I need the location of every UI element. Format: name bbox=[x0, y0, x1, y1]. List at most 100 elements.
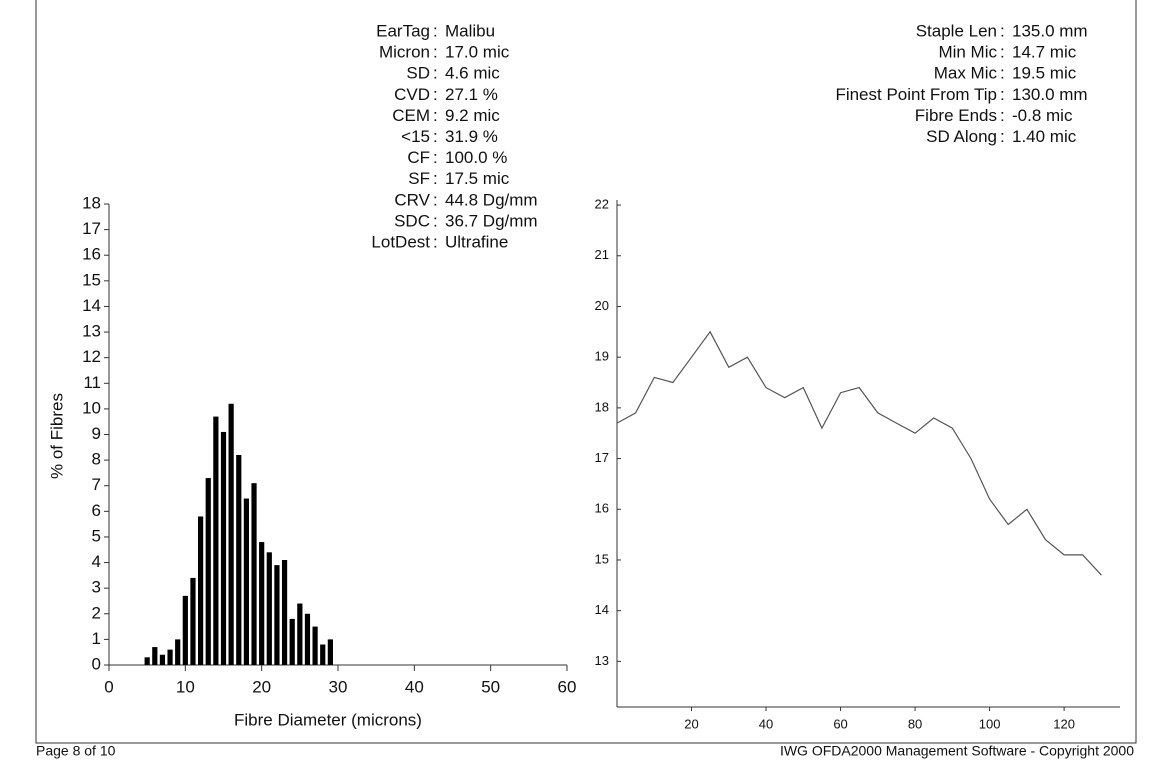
bar bbox=[281, 559, 288, 665]
y-tick-label: 17 bbox=[82, 219, 101, 238]
stat-colon: : bbox=[1000, 127, 1005, 146]
y-tick-label: 13 bbox=[82, 322, 101, 341]
x-tick-label: 10 bbox=[176, 677, 195, 696]
bar bbox=[266, 552, 272, 665]
stat-colon: : bbox=[1000, 64, 1005, 83]
y-tick-label: 5 bbox=[92, 526, 101, 545]
stat-label: Fibre Ends bbox=[915, 106, 997, 125]
bar bbox=[259, 542, 265, 665]
stat-label: Micron bbox=[379, 43, 430, 62]
y-tick-label: 0 bbox=[92, 654, 101, 673]
stat-colon: : bbox=[1000, 43, 1005, 62]
stat-colon: : bbox=[1000, 85, 1005, 104]
y-tick-label: 19 bbox=[595, 349, 609, 364]
y-tick-label: 1 bbox=[92, 629, 101, 648]
y-tick-label: 6 bbox=[92, 501, 101, 520]
y-tick-label: 15 bbox=[595, 551, 609, 566]
y-tick-label: 10 bbox=[82, 398, 101, 417]
stat-label: SF bbox=[408, 169, 430, 188]
stat-label: Staple Len bbox=[916, 21, 997, 40]
stat-value: 27.1 % bbox=[445, 85, 498, 104]
stat-label: CF bbox=[407, 148, 430, 167]
bar bbox=[152, 647, 158, 665]
bar bbox=[167, 649, 173, 665]
stat-colon: : bbox=[433, 211, 438, 230]
stat-colon: : bbox=[1000, 21, 1005, 40]
bar bbox=[182, 595, 188, 665]
stat-label: SDC bbox=[394, 211, 430, 230]
stat-value: Malibu bbox=[445, 21, 495, 40]
stat-value: 135.0 mm bbox=[1012, 21, 1088, 40]
bar bbox=[228, 403, 234, 665]
page-border bbox=[35, 0, 1137, 744]
bar bbox=[175, 639, 181, 665]
stat-colon: : bbox=[433, 127, 438, 146]
bar bbox=[297, 603, 303, 665]
bar bbox=[243, 498, 249, 665]
y-tick-label: 12 bbox=[82, 347, 101, 366]
bar bbox=[320, 644, 326, 665]
y-tick-label: 20 bbox=[595, 298, 609, 313]
y-tick-label: 14 bbox=[595, 602, 609, 617]
bar bbox=[198, 516, 204, 665]
bar bbox=[213, 416, 219, 665]
bar bbox=[274, 565, 280, 665]
x-tick-label: 20 bbox=[684, 716, 698, 731]
stat-label: LotDest bbox=[371, 232, 430, 251]
y-tick-label: 7 bbox=[92, 475, 101, 494]
stat-label: CEM bbox=[392, 106, 430, 125]
x-tick-label: 20 bbox=[252, 677, 271, 696]
y-tick-label: 16 bbox=[82, 245, 101, 264]
stat-value: 130.0 mm bbox=[1012, 85, 1088, 104]
y-tick-label: 3 bbox=[92, 578, 101, 597]
stat-label: Finest Point From Tip bbox=[835, 85, 997, 104]
stat-value: 17.0 mic bbox=[445, 43, 510, 62]
stat-colon: : bbox=[433, 232, 438, 251]
y-tick-label: 4 bbox=[92, 552, 101, 571]
bar bbox=[312, 626, 318, 665]
y-tick-label: 13 bbox=[595, 653, 609, 668]
x-tick-label: 50 bbox=[481, 677, 500, 696]
data-line bbox=[616, 330, 1102, 576]
y-tick-label: 17 bbox=[595, 450, 609, 465]
stat-colon: : bbox=[433, 106, 438, 125]
stat-colon: : bbox=[433, 148, 438, 167]
page-number: Page 8 of 10 bbox=[36, 743, 116, 759]
stat-value: 19.5 mic bbox=[1012, 64, 1077, 83]
y-tick-label: 14 bbox=[82, 296, 101, 315]
x-tick-label: 120 bbox=[1053, 716, 1075, 731]
stat-label: CVD bbox=[394, 85, 430, 104]
y-tick-label: 18 bbox=[82, 193, 101, 212]
stat-label: Min Mic bbox=[938, 43, 997, 62]
stat-value: 36.7 Dg/mm bbox=[445, 211, 538, 230]
stat-value: 17.5 mic bbox=[445, 169, 510, 188]
y-tick-label: 9 bbox=[92, 424, 101, 443]
bar bbox=[251, 483, 257, 665]
bar bbox=[304, 613, 311, 665]
y-tick-label: 11 bbox=[83, 373, 101, 392]
y-tick-label: 21 bbox=[595, 247, 609, 262]
stat-colon: : bbox=[433, 21, 438, 40]
bar bbox=[327, 639, 333, 665]
stat-colon: : bbox=[1000, 106, 1005, 125]
y-axis-title: % of Fibres bbox=[47, 393, 66, 479]
bar bbox=[205, 478, 211, 665]
stat-label: CRV bbox=[394, 190, 430, 209]
bar bbox=[236, 454, 242, 665]
stat-label: SD Along bbox=[926, 127, 997, 146]
y-tick-label: 18 bbox=[595, 399, 609, 414]
stat-value: 44.8 Dg/mm bbox=[445, 190, 538, 209]
stat-value: 31.9 % bbox=[445, 127, 498, 146]
stat-colon: : bbox=[433, 43, 438, 62]
x-axis-title: Fibre Diameter (microns) bbox=[234, 710, 422, 729]
stat-value: 9.2 mic bbox=[445, 106, 500, 125]
stat-value: 4.6 mic bbox=[445, 64, 500, 83]
y-tick-label: 8 bbox=[92, 450, 101, 469]
y-tick-label: 22 bbox=[595, 197, 609, 212]
x-tick-label: 60 bbox=[833, 716, 847, 731]
stat-colon: : bbox=[433, 85, 438, 104]
bar bbox=[159, 654, 166, 665]
stat-value: 100.0 % bbox=[445, 148, 507, 167]
stat-label: Max Mic bbox=[934, 64, 998, 83]
